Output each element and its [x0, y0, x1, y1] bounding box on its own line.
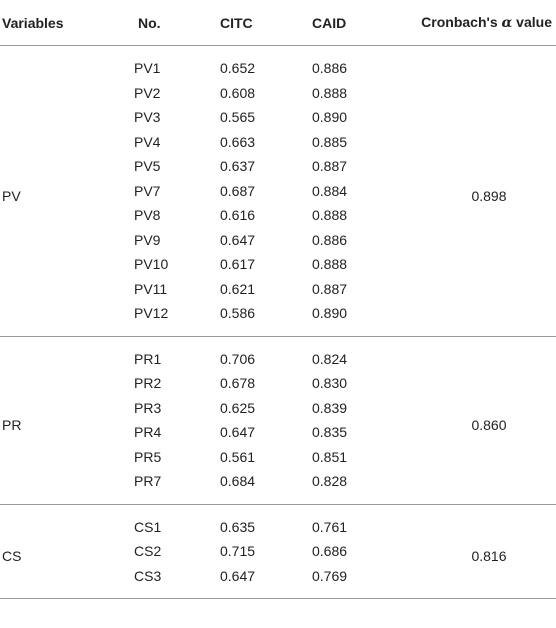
item-no-cell: PV1 [134, 60, 161, 77]
item-no-cell: PV7 [134, 182, 161, 199]
item-no-cell: PV9 [134, 231, 161, 248]
header-caid: CAID [302, 0, 398, 46]
table-row: PR7 0.684 0.828 [0, 469, 556, 505]
item-no-cell: PR7 [108, 469, 206, 505]
cronbach-alpha-cell: 0.898 [398, 45, 556, 337]
caid-cell: 0.890 [302, 301, 398, 337]
citc-cell: 0.647 [206, 563, 302, 599]
item-no-cell: PV10 [134, 256, 169, 273]
item-no-cell: PV11 [134, 280, 168, 297]
header-alpha-symbol: α [501, 15, 513, 31]
header-cronbach-alpha: Cronbach's α value [398, 0, 556, 46]
caid-cell: 0.888 [312, 207, 348, 224]
table-row: PR PR1 0.706 0.824 0.860 [0, 336, 556, 505]
citc-cell: 0.608 [220, 84, 256, 101]
table-row: CS CS1 0.635 0.761 0.816 [0, 504, 556, 599]
item-no-cell: PR2 [134, 375, 162, 392]
table-row: PR2 0.678 0.830 [0, 371, 556, 396]
header-row: Variables No. CITC CAID Cronbach's α val… [0, 0, 556, 46]
variable-cell: CS [0, 504, 108, 599]
caid-cell: 0.886 [312, 60, 348, 77]
caid-cell: 0.888 [312, 256, 348, 273]
table-row: CS3 0.647 0.769 [0, 563, 556, 599]
header-alpha-suffix: value [512, 14, 552, 30]
header-no: No. [108, 0, 206, 46]
table-row: PV4 0.663 0.885 [0, 130, 556, 155]
citc-cell: 0.635 [220, 518, 256, 535]
item-no-cell: PR3 [134, 399, 162, 416]
table-row: CS2 0.715 0.686 [0, 539, 556, 564]
item-no-cell: CS1 [134, 518, 162, 535]
item-no-cell: PV5 [134, 158, 161, 175]
table-row: PV10 0.617 0.888 [0, 252, 556, 277]
caid-cell: 0.686 [312, 543, 348, 560]
citc-cell: 0.652 [220, 60, 256, 77]
caid-cell: 0.887 [312, 280, 348, 297]
item-no-cell: CS2 [134, 543, 162, 560]
header-citc: CITC [206, 0, 302, 46]
table-row: PV5 0.637 0.887 [0, 154, 556, 179]
table-row: PR4 0.647 0.835 [0, 420, 556, 445]
variable-cell: PR [0, 336, 108, 505]
reliability-table: Variables No. CITC CAID Cronbach's α val… [0, 0, 556, 599]
table-row: PV PV1 0.652 0.886 0.898 [0, 45, 556, 337]
header-alpha-prefix: Cronbach's [421, 14, 502, 30]
caid-cell: 0.888 [312, 84, 348, 101]
caid-cell: 0.851 [312, 448, 348, 465]
citc-cell: 0.565 [220, 109, 256, 126]
table-row: PV8 0.616 0.888 [0, 203, 556, 228]
caid-cell: 0.887 [312, 158, 348, 175]
caid-cell: 0.769 [302, 563, 398, 599]
caid-cell: 0.884 [312, 182, 348, 199]
header-variables: Variables [0, 0, 108, 46]
item-no-cell: CS3 [108, 563, 206, 599]
table-row: PV7 0.687 0.884 [0, 179, 556, 204]
caid-cell: 0.828 [302, 469, 398, 505]
table-row: PV9 0.647 0.886 [0, 228, 556, 253]
citc-cell: 0.561 [220, 448, 256, 465]
table-row: PV12 0.586 0.890 [0, 301, 556, 337]
table-row: PV2 0.608 0.888 [0, 81, 556, 106]
caid-cell: 0.761 [312, 518, 348, 535]
citc-cell: 0.621 [220, 280, 256, 297]
item-no-cell: PV2 [134, 84, 161, 101]
item-no-cell: PR4 [134, 424, 162, 441]
caid-cell: 0.835 [312, 424, 348, 441]
citc-cell: 0.684 [206, 469, 302, 505]
item-no-cell: PV4 [134, 133, 161, 150]
item-no-cell: PR5 [134, 448, 162, 465]
table-row: PR5 0.561 0.851 [0, 445, 556, 470]
citc-cell: 0.625 [220, 399, 256, 416]
table-row: PV11 0.621 0.887 [0, 277, 556, 302]
citc-cell: 0.706 [220, 350, 256, 367]
citc-cell: 0.687 [220, 182, 256, 199]
cronbach-alpha-cell: 0.860 [398, 336, 556, 505]
caid-cell: 0.830 [312, 375, 348, 392]
item-no-cell: PV8 [134, 207, 161, 224]
citc-cell: 0.715 [220, 543, 256, 560]
table-row: PR3 0.625 0.839 [0, 396, 556, 421]
caid-cell: 0.886 [312, 231, 348, 248]
item-no-cell: PV12 [108, 301, 206, 337]
citc-cell: 0.637 [220, 158, 256, 175]
citc-cell: 0.617 [220, 256, 256, 273]
citc-cell: 0.647 [220, 424, 256, 441]
citc-cell: 0.616 [220, 207, 256, 224]
table-row: PV3 0.565 0.890 [0, 105, 556, 130]
citc-cell: 0.663 [220, 133, 256, 150]
item-no-cell: PR1 [134, 350, 162, 367]
citc-cell: 0.647 [220, 231, 256, 248]
caid-cell: 0.824 [312, 350, 348, 367]
citc-cell: 0.586 [206, 301, 302, 337]
table-body: PV PV1 0.652 0.886 0.898 PV2 0.608 0.888 PV3 0.56… [0, 45, 556, 599]
cronbach-alpha-cell: 0.816 [398, 504, 556, 599]
caid-cell: 0.890 [312, 109, 348, 126]
item-no-cell: PV3 [134, 109, 161, 126]
table-header: Variables No. CITC CAID Cronbach's α val… [0, 0, 556, 46]
caid-cell: 0.839 [312, 399, 348, 416]
variable-cell: PV [0, 45, 108, 337]
citc-cell: 0.678 [220, 375, 256, 392]
caid-cell: 0.885 [312, 133, 348, 150]
